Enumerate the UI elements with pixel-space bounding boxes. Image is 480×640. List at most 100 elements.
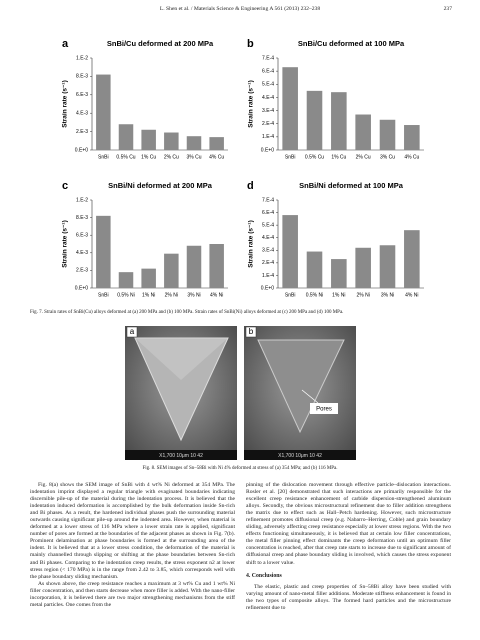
bar: [404, 230, 420, 288]
paragraph: The elastic, plastic and creep propertie…: [246, 583, 451, 611]
y-tick-label: 6.E-4: [262, 68, 274, 74]
indent-face: [135, 338, 228, 380]
chart-title: SnBi/Cu deformed at 200 MPa: [107, 39, 214, 48]
y-tick-label: 2.E-4: [262, 121, 274, 127]
y-tick-label: 2.E-4: [262, 260, 274, 266]
sem-image: [244, 326, 356, 460]
chart-title: SnBi/Ni deformed at 200 MPa: [108, 181, 213, 190]
y-tick-label: 4.E-3: [76, 111, 88, 117]
figures: a SnBi/Cu deformed at 200 MPa Strain rate …: [62, 38, 424, 460]
bar: [404, 125, 420, 150]
x-tick-label: 4% Ni: [405, 292, 418, 298]
x-tick-label: 2% Cu: [164, 154, 179, 160]
y-tick-label: 4.E-4: [262, 95, 274, 101]
y-tick-label: 4.E-3: [76, 250, 88, 256]
y-tick-label: 5.E-4: [262, 222, 274, 228]
x-tick-label: 3% Cu: [186, 154, 201, 160]
bar: [331, 92, 347, 150]
x-tick-label: 3% Ni: [381, 292, 394, 298]
x-tick-label: SnBi: [285, 154, 296, 160]
bar: [379, 119, 396, 150]
scale-strip: [125, 450, 237, 460]
paragraph: pinning of the dislocation movement thro…: [246, 482, 451, 566]
bar: [164, 132, 179, 150]
bar: [141, 268, 156, 288]
y-tick-label: 5.E-4: [262, 82, 274, 88]
x-tick-label: 3% Ni: [187, 292, 200, 298]
annotation-box: [310, 403, 338, 414]
bar: [96, 74, 111, 150]
bar: [96, 215, 111, 288]
y-tick-label: 0.E+0: [75, 285, 88, 291]
fig8-caption: Fig. 8. SEM images of Sn–58Bi with Ni 4%…: [142, 466, 338, 471]
y-tick-label: 8.E-3: [76, 74, 88, 80]
y-tick-label: 6.E-3: [76, 233, 88, 239]
x-tick-label: 4% Ni: [210, 292, 223, 298]
bar: [141, 129, 156, 150]
bar: [118, 124, 134, 150]
y-tick-label: 3.E-4: [262, 248, 274, 254]
image-label: b: [249, 327, 254, 336]
sem-image: [125, 326, 237, 460]
bar: [282, 67, 298, 150]
bar: [186, 245, 202, 288]
bar: [282, 215, 298, 288]
scale-text: X1,700 10μm 10 42: [159, 453, 203, 459]
image-label: a: [130, 327, 135, 336]
x-tick-label: 3% Cu: [380, 154, 395, 160]
y-tick-label: 3.E-4: [262, 108, 274, 114]
y-tick-label: 7.E-4: [262, 55, 274, 61]
paragraph: Fig. 8(a) shows the SEM image of SnBi wi…: [30, 482, 235, 580]
page-number: 237: [443, 6, 452, 12]
y-axis-title: Strain rate (s⁻¹): [62, 80, 69, 128]
label-box: [245, 326, 257, 338]
x-tick-label: 0.5% Cu: [116, 154, 135, 160]
arrow: [301, 389, 319, 404]
panel-letter: c: [62, 180, 68, 192]
y-tick-label: 0.E+0: [261, 285, 274, 291]
indent: [257, 339, 345, 434]
y-tick-label: 0.E+0: [75, 147, 88, 153]
panel-letter: b: [247, 38, 254, 50]
y-tick-label: 1.E-2: [76, 55, 88, 61]
bar: [355, 247, 371, 288]
bar: [209, 137, 224, 150]
annotation: Pores: [316, 407, 332, 413]
y-tick-label: 7.E-4: [262, 197, 274, 203]
chart-title: SnBi/Ni deformed at 100 MPa: [299, 181, 404, 190]
y-axis-title: Strain rate (s⁻¹): [248, 80, 255, 128]
bar: [355, 114, 371, 150]
y-tick-label: 1.E-4: [262, 273, 274, 279]
x-tick-label: 1% Cu: [331, 154, 346, 160]
x-tick-label: 2% Ni: [356, 292, 369, 298]
x-tick-label: 0.5% Cu: [305, 154, 324, 160]
paragraph: As shown above, the creep resistance rea…: [30, 580, 235, 608]
label-box: [126, 326, 138, 338]
bar: [186, 136, 202, 150]
y-tick-label: 6.E-4: [262, 210, 274, 216]
bar: [379, 245, 396, 288]
fig7-caption: Fig. 7. Strain rates of SnBi(Cu) alloys …: [30, 310, 344, 315]
x-tick-label: SnBi: [98, 154, 109, 160]
running-title: L. Shen et al. / Materials Science & Eng…: [159, 6, 321, 12]
bar: [209, 244, 224, 288]
y-axis-title: Strain rate (s⁻¹): [62, 220, 69, 268]
left-column: Fig. 8(a) shows the SEM image of SnBi wi…: [30, 482, 235, 609]
bar: [164, 253, 179, 288]
x-tick-label: 1% Ni: [142, 292, 155, 298]
section-heading: 4. Conclusions: [246, 572, 282, 579]
panel-letter: d: [247, 180, 254, 192]
y-tick-label: 0.E+0: [261, 147, 274, 153]
x-tick-label: 4% Cu: [209, 154, 224, 160]
y-tick-label: 1.E-4: [262, 134, 274, 140]
x-tick-label: SnBi: [285, 292, 296, 298]
panel-letter: a: [62, 38, 69, 50]
x-tick-label: 1% Ni: [332, 292, 345, 298]
y-tick-label: 1.E-2: [76, 197, 88, 203]
y-tick-label: 4.E-4: [262, 235, 274, 241]
y-tick-label: 8.E-3: [76, 215, 88, 221]
x-tick-label: 2% Ni: [165, 292, 178, 298]
bar: [118, 272, 134, 288]
y-axis-title: Strain rate (s⁻¹): [248, 220, 255, 268]
x-tick-label: 0.5% Ni: [306, 292, 324, 298]
